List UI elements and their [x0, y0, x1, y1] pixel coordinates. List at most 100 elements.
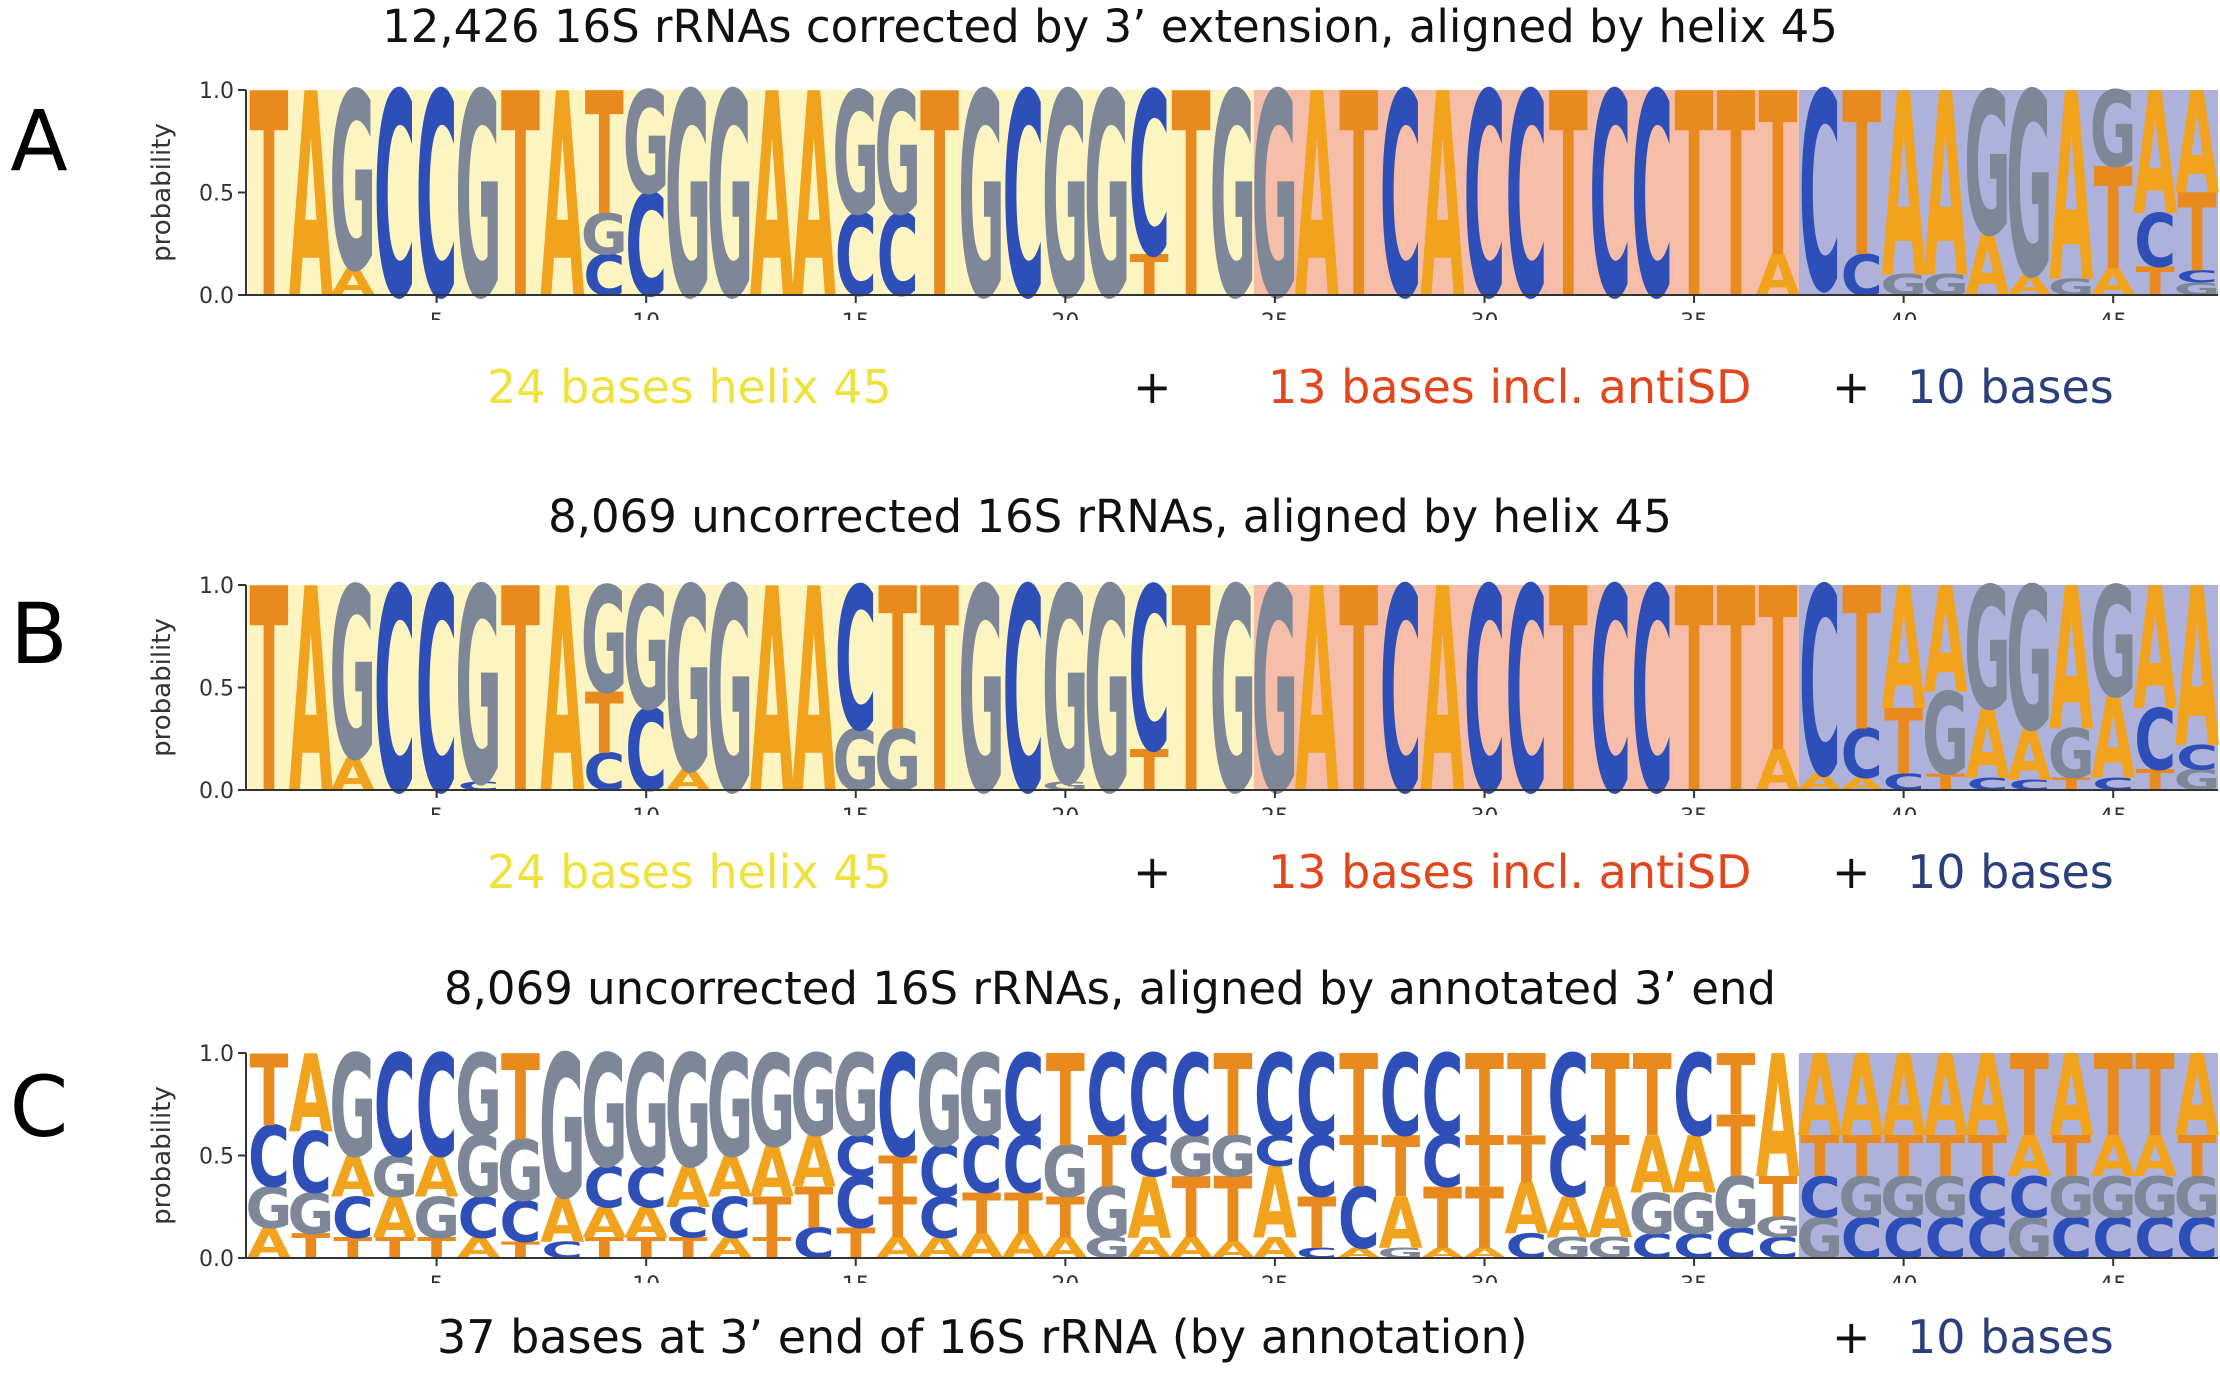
logo-letter-t: T — [1884, 690, 1923, 795]
logo-letter-c: C — [1505, 1228, 1547, 1267]
logo-letter-c: C — [835, 1164, 877, 1245]
region-band — [1798, 1053, 2218, 1258]
logo-letter-a: A — [1923, 1043, 1967, 1163]
logo-letter-g: G — [2048, 275, 2095, 301]
logo-letter-t: T — [291, 1228, 330, 1267]
logo-letter-c: C — [1002, 1120, 1044, 1212]
logo-letter-g: G — [623, 575, 670, 748]
logo-letter-a: A — [1504, 1170, 1549, 1251]
logo-letter-t: T — [333, 1232, 372, 1265]
logo-letter-c: C — [1589, 575, 1631, 815]
logo-letter-a: A — [2007, 716, 2052, 797]
logo-letter-c: C — [1128, 80, 1170, 307]
logo-letter-g: G — [1168, 1124, 1215, 1189]
logo-letter-c: C — [1128, 1043, 1170, 1163]
logo-letter-g: G — [1084, 1174, 1131, 1255]
region-band — [248, 585, 1254, 790]
logo-letter-a: A — [289, 1043, 333, 1157]
x-tick-label: 40 — [1890, 805, 1918, 815]
logo-letter-a: A — [582, 1198, 626, 1248]
logo-letter-t: T — [1465, 1043, 1504, 1163]
logo-letter-t: T — [1339, 575, 1378, 815]
logo-letter-t: T — [752, 1232, 791, 1265]
logo-letter-g: G — [1671, 1182, 1718, 1247]
logo-letter-g: G — [1796, 1206, 1843, 1271]
logo-letter-a: A — [331, 749, 375, 802]
logo-letter-a: A — [1546, 1186, 1590, 1251]
logo-letter-c: C — [1631, 575, 1673, 815]
panel-c-caption-plus: + — [1832, 1310, 1871, 1364]
x-tick-label: 45 — [2099, 310, 2127, 320]
logo-letter-a: A — [708, 1145, 752, 1210]
logo-letter-c: C — [290, 1114, 332, 1212]
logo-letter-g: G — [371, 1145, 418, 1210]
logo-letter-c: C — [583, 743, 625, 802]
y-tick-label: 0.0 — [199, 284, 234, 309]
panel-a-caption-antisd: 13 bases incl. antiSD — [1268, 360, 1752, 414]
y-tick-label: 0.0 — [199, 779, 234, 804]
logo-letter-t: T — [585, 675, 624, 773]
logo-letter-a: A — [1882, 80, 1926, 320]
logo-letter-g: G — [1713, 1164, 1760, 1245]
x-tick-label: 35 — [1680, 310, 1708, 320]
panel-c-label: C — [9, 1058, 69, 1156]
region-band — [1798, 585, 2218, 790]
panel-a-caption-helix: 24 bases helix 45 — [487, 360, 892, 414]
logo-letter-c: C — [1128, 575, 1170, 802]
logo-letter-c: C — [458, 1186, 500, 1251]
logo-letter-g: G — [2090, 80, 2137, 191]
logo-letter-c: C — [1464, 80, 1506, 320]
logo-letter-c: C — [709, 1186, 751, 1251]
logo-letter-c: C — [583, 243, 625, 308]
logo-letter-g: G — [749, 1043, 796, 1176]
logo-letter-g: G — [1838, 1165, 1885, 1230]
logo-letter-g: G — [455, 1118, 502, 1216]
logo-letter-t: T — [1088, 1123, 1127, 1204]
logo-letter-c: C — [2134, 199, 2176, 284]
logo-letter-c: C — [877, 1043, 919, 1190]
logo-letter-a: A — [1420, 575, 1464, 815]
logo-letter-t: T — [669, 1232, 708, 1265]
logo-letter-g: G — [1252, 80, 1299, 320]
logo-letter-a: A — [331, 262, 375, 304]
logo-letter-a: A — [666, 1155, 710, 1220]
logo-letter-t: T — [2178, 173, 2217, 296]
logo-letter-c: C — [961, 1120, 1003, 1212]
x-tick-label: 20 — [1051, 805, 1079, 815]
logo-letter-t: T — [1130, 243, 1169, 308]
logo-letter-a: A — [540, 575, 584, 815]
logo-letter-a: A — [2133, 575, 2177, 748]
logo-letter-t: T — [1968, 1124, 2007, 1189]
logo-letter-t: T — [1214, 1158, 1253, 1263]
logo-letter-c: C — [1547, 1043, 1589, 1163]
logo-letter-g: G — [2174, 764, 2220, 797]
panel-b-caption-plus-2: + — [1832, 845, 1871, 899]
logo-letter-a: A — [2133, 80, 2177, 253]
logo-letter-a: A — [1588, 1174, 1633, 1255]
logo-letter-c: C — [625, 1155, 667, 1220]
logo-letter-c: C — [1841, 243, 1883, 308]
logo-letter-t: T — [1717, 1043, 1756, 1134]
logo-letter-g: G — [1042, 575, 1089, 815]
logo-letter-g: G — [1754, 1211, 1801, 1244]
logo-letter-c: C — [1505, 575, 1547, 815]
x-tick-label: 40 — [1890, 1273, 1918, 1283]
logo-letter-a: A — [2007, 269, 2051, 302]
logo-letter-t: T — [878, 1186, 917, 1251]
logo-letter-t: T — [1381, 1118, 1420, 1216]
logo-letter-c: C — [1799, 575, 1841, 815]
logo-letter-c: C — [1002, 1043, 1044, 1163]
logo-letter-a: A — [1253, 1146, 1297, 1261]
y-tick-label: 0.0 — [199, 1247, 234, 1272]
logo-letter-g: G — [455, 575, 502, 815]
logo-letter-g: G — [665, 575, 712, 815]
logo-letter-g: G — [958, 80, 1005, 320]
logo-letter-g: G — [329, 575, 376, 814]
logo-letter-t: T — [1297, 1184, 1336, 1265]
logo-letter-t: T — [1130, 738, 1169, 803]
logo-letter-g: G — [623, 80, 670, 227]
logo-letter-a: A — [876, 1232, 920, 1265]
logo-letter-g: G — [916, 1043, 963, 1176]
logo-letter-t: T — [1046, 1043, 1085, 1176]
logo-letter-g: G — [1210, 1124, 1257, 1189]
